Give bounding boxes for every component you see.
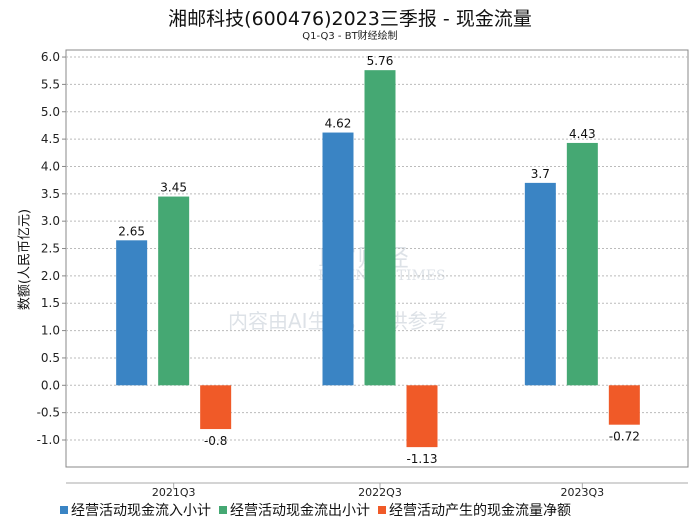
legend-swatch [219, 506, 227, 514]
bar-2021Q3-2 [200, 385, 232, 430]
chart-subtitle: Q1-Q3 - BT财经绘制 [302, 31, 398, 42]
y-tick-label: 2.5 [41, 242, 60, 256]
legend-label: 经营活动产生的现金流量净额 [389, 503, 571, 519]
y-tick-label: 1.0 [41, 324, 60, 338]
legend-label: 经营活动现金流入小计 [71, 503, 211, 519]
bar-2022Q3-1 [364, 70, 396, 386]
y-tick-label: 4.0 [41, 159, 60, 173]
legend-item[interactable]: 经营活动现金流入小计 [60, 500, 211, 520]
y-tick-label: 0.5 [41, 351, 60, 365]
x-tick-label: 2023Q3 [561, 486, 605, 499]
y-tick-label: -0.5 [37, 406, 60, 420]
y-tick-label: 3.5 [41, 187, 60, 201]
y-tick-label: 5.5 [41, 77, 60, 91]
data-label: 2.65 [118, 224, 145, 238]
bar-2022Q3-2 [406, 385, 438, 448]
y-tick-label: 3.0 [41, 214, 60, 228]
data-label: 3.45 [160, 181, 187, 195]
x-tick-label: 2021Q3 [152, 486, 196, 499]
bar-2021Q3-0 [116, 240, 148, 386]
data-label: -1.13 [406, 452, 437, 466]
bar-2022Q3-0 [322, 132, 354, 386]
y-tick-label: 6.0 [41, 50, 60, 64]
y-tick-label: 2.0 [41, 269, 60, 283]
plot-border [65, 49, 689, 468]
data-label: 3.7 [531, 167, 550, 181]
y-tick-label: 5.0 [41, 105, 60, 119]
bar-2023Q3-0 [524, 182, 556, 386]
data-label: 4.62 [325, 117, 352, 131]
data-label: 4.43 [569, 127, 596, 141]
bar-2023Q3-1 [566, 142, 598, 386]
legend-item[interactable]: 经营活动现金流出小计 [219, 500, 370, 520]
legend: 经营活动现金流入小计 经营活动现金流出小计 经营活动产生的现金流量净额 [60, 500, 571, 520]
legend-swatch [378, 506, 386, 514]
data-label: -0.72 [609, 430, 640, 444]
bar-2021Q3-1 [158, 196, 190, 386]
bar-2023Q3-2 [608, 385, 640, 425]
legend-swatch [60, 506, 68, 514]
x-tick-label: 2022Q3 [358, 486, 402, 499]
data-label: -0.8 [204, 434, 227, 448]
y-tick-label: -1.0 [37, 433, 60, 447]
y-tick-label: 0.0 [41, 378, 60, 392]
legend-item[interactable]: 经营活动产生的现金流量净额 [378, 500, 571, 520]
y-tick-label: 4.5 [41, 132, 60, 146]
data-label: 5.76 [367, 54, 394, 68]
chart-title: 湘邮科技(600476)2023三季报 - 现金流量 [168, 8, 532, 30]
legend-label: 经营活动现金流出小计 [230, 503, 370, 519]
y-tick-label: 1.5 [41, 296, 60, 310]
